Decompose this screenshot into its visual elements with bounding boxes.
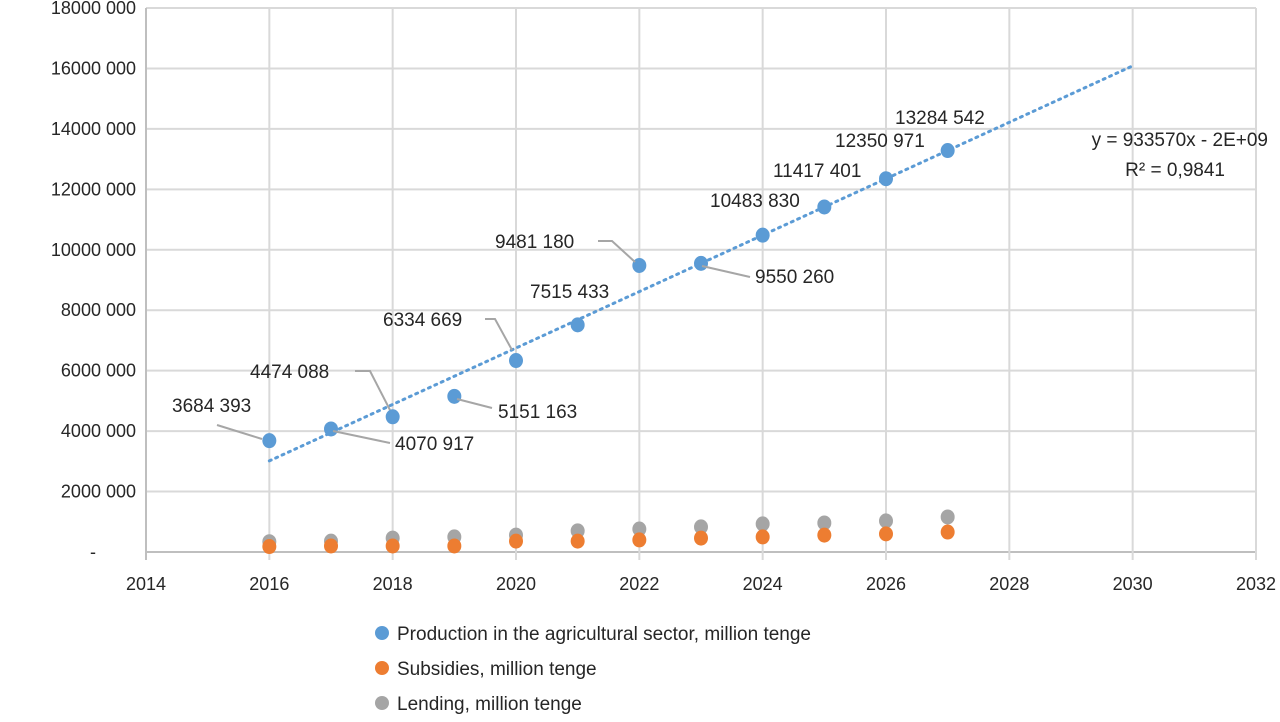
x-tick-label: 2020 [496,574,536,594]
data-point-subsidies [447,538,462,554]
data-point-subsidies [817,527,832,543]
x-tick-label: 2022 [619,574,659,594]
data-point-lending [570,523,585,539]
data-label: 13284 542 [895,108,985,129]
x-axis: 2014 2016 2018 2020 2022 2024 2026 2028 2030 2032 [126,574,1276,594]
data-point-subsidies [509,533,523,549]
data-point-subsidies [755,529,770,545]
data-point-production [940,143,955,159]
leader-line [456,398,493,409]
data-point-production [879,171,893,187]
leader-line [216,424,263,440]
legend: Production in the agricultural sector, m… [375,624,811,715]
x-tick-label: 2028 [989,574,1029,594]
data-point-subsidies [940,524,955,540]
x-tick-label: 2032 [1236,574,1276,594]
y-tick-label: 14000 000 [51,119,136,139]
data-label: 5151 163 [498,402,577,423]
leader-line [598,240,636,263]
data-point-subsidies [262,539,277,555]
data-point-production [447,388,462,404]
data-point-production [570,317,585,333]
data-label: 9481 180 [495,232,574,253]
data-point-subsidies [570,533,585,549]
x-tick-label: 2024 [743,574,783,594]
data-points [262,143,955,555]
y-tick-label: 2000 000 [61,482,136,502]
data-label: 12350 971 [835,131,925,152]
data-point-lending [755,516,770,532]
data-point-subsidies [879,526,893,542]
legend-label: Production in the agricultural sector, m… [397,624,811,645]
y-tick-label: 4000 000 [61,421,136,441]
legend-label: Lending, million tenge [397,694,582,715]
data-point-lending [940,509,955,525]
data-point-subsidies [385,538,400,554]
leader-line [355,370,391,411]
trendline-r-squared: R² = 0,9841 [1125,160,1225,181]
x-tick-label: 2030 [1113,574,1153,594]
data-label: 3684 393 [172,396,251,417]
data-label: 10483 830 [710,191,800,212]
legend-marker [375,696,389,710]
x-tick-label: 2018 [373,574,413,594]
data-point-lending [694,519,708,535]
data-point-production [324,421,338,437]
data-point-production [385,409,400,425]
y-tick-label: 6000 000 [61,361,136,381]
y-tick-label: - [90,542,96,562]
legend-label: Subsidies, million tenge [397,659,597,680]
data-point-production [509,353,523,369]
legend-marker [375,661,389,675]
data-label: 6334 669 [383,310,462,331]
data-point-lending [879,513,893,529]
y-tick-label: 10000 000 [51,240,136,260]
x-tick-label: 2014 [126,574,166,594]
legend-marker [375,626,389,640]
data-label: 4070 917 [395,434,474,455]
data-point-production [632,257,647,273]
leader-line [485,318,513,351]
data-point-production [262,433,277,449]
data-label: 9550 260 [755,267,834,288]
y-tick-label: 12000 000 [51,179,136,199]
data-point-subsidies [324,538,338,554]
data-point-subsidies [632,532,647,548]
data-labels: 3684 393 4070 917 4474 088 5151 163 6334 669… [172,108,985,455]
grid-lines [145,7,1257,560]
data-point-production [694,255,708,271]
y-tick-label: 18000 000 [51,0,136,18]
data-label: 11417 401 [773,161,861,182]
data-point-production [817,199,832,215]
y-axis: - 2000 000 4000 000 6000 000 8000 000 10000 0… [51,0,136,562]
data-label: 4474 088 [250,362,329,383]
x-tick-label: 2016 [249,574,289,594]
data-point-lending [632,521,647,537]
data-point-production [755,227,770,243]
data-point-subsidies [694,530,708,546]
data-point-lending [817,515,832,531]
leader-line [701,265,751,278]
data-label: 7515 433 [530,282,609,303]
leader-line [332,430,391,444]
y-tick-label: 16000 000 [51,58,136,78]
x-tick-label: 2026 [866,574,906,594]
y-tick-label: 8000 000 [61,300,136,320]
trendline-equation: y = 933570x - 2E+09 [1092,130,1268,151]
